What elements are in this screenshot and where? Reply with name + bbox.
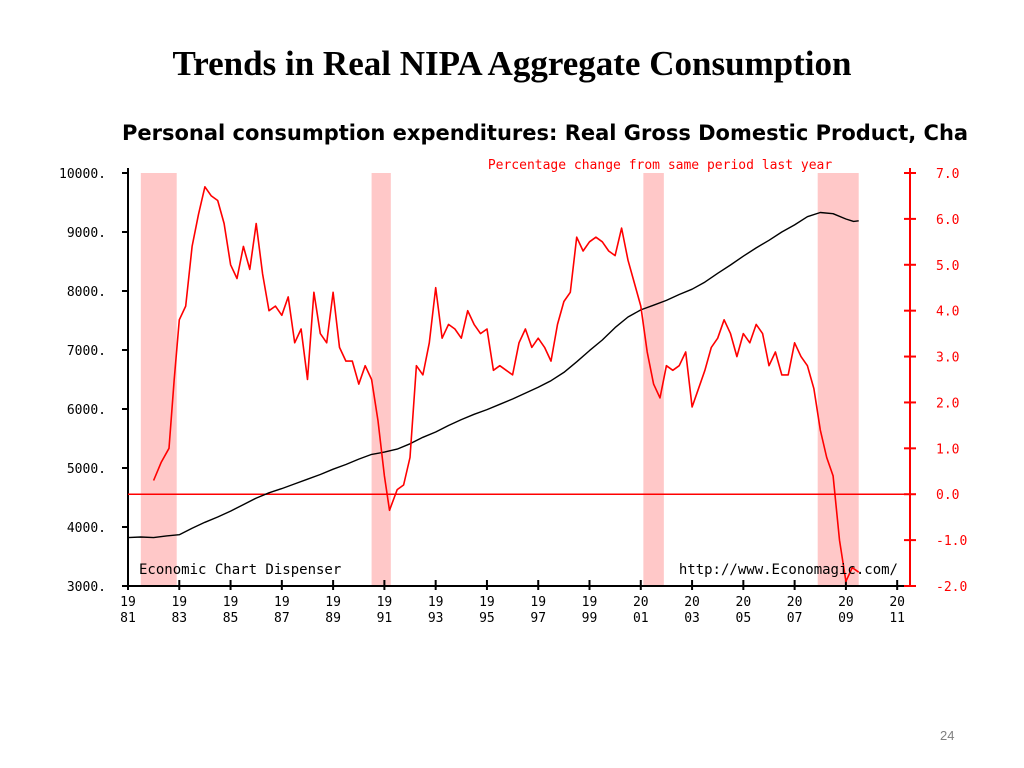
right-tick-label-3: 1.0 bbox=[936, 442, 959, 457]
x-tick-label-century-4: 19 bbox=[325, 595, 341, 610]
slide-title: Trends in Real NIPA Aggregate Consumptio… bbox=[172, 44, 852, 83]
chart-subtitle: Percentage change from same period last … bbox=[488, 158, 833, 173]
level-series-line bbox=[127, 211, 859, 539]
left-tick-label-5: 8000. bbox=[67, 285, 106, 300]
x-tick-label-year-15: 11 bbox=[889, 611, 905, 626]
right-tick-label-8: 6.0 bbox=[936, 213, 959, 228]
right-tick-label-9: 7.0 bbox=[936, 167, 959, 182]
right-tick-label-4: 2.0 bbox=[936, 396, 959, 411]
x-tick-label-year-3: 87 bbox=[274, 611, 290, 626]
x-tick-label-year-5: 91 bbox=[377, 611, 393, 626]
x-tick-label-century-5: 19 bbox=[377, 595, 393, 610]
x-tick-label-year-9: 99 bbox=[582, 611, 598, 626]
x-tick-label-year-0: 81 bbox=[120, 611, 136, 626]
left-tick-label-3: 6000. bbox=[67, 403, 106, 418]
right-tick-label-6: 4.0 bbox=[936, 305, 959, 320]
left-tick-label-4: 7000. bbox=[67, 344, 106, 359]
x-tick-label-century-15: 20 bbox=[889, 595, 905, 610]
left-tick-label-1: 4000. bbox=[67, 521, 106, 536]
chart-footer-source: Economic Chart Dispenser bbox=[139, 562, 341, 578]
x-tick-label-century-12: 20 bbox=[736, 595, 752, 610]
x-tick-label-century-10: 20 bbox=[633, 595, 649, 610]
recession-band-3 bbox=[817, 173, 859, 586]
x-tick-label-year-1: 83 bbox=[171, 611, 187, 626]
right-tick-label-7: 5.0 bbox=[936, 259, 959, 274]
x-tick-label-century-1: 19 bbox=[171, 595, 187, 610]
page-number: 24 bbox=[940, 728, 955, 743]
right-tick-label-5: 3.0 bbox=[936, 351, 959, 366]
x-tick-label-year-14: 09 bbox=[838, 611, 854, 626]
chart-title: Personal consumption expenditures: Real … bbox=[122, 121, 969, 145]
left-tick-label-6: 9000. bbox=[67, 226, 106, 241]
x-tick-label-century-7: 19 bbox=[479, 595, 495, 610]
x-tick-label-century-0: 19 bbox=[120, 595, 136, 610]
x-tick-label-century-14: 20 bbox=[838, 595, 854, 610]
right-tick-label-0: -2.0 bbox=[936, 580, 967, 595]
x-tick-label-year-12: 05 bbox=[736, 611, 752, 626]
right-tick-label-2: 0.0 bbox=[936, 488, 959, 503]
axes: 3000. 4000. 5000. 6000. 7000. 8000. 9000. 10000… bbox=[59, 167, 967, 626]
x-tick-label-century-8: 19 bbox=[530, 595, 546, 610]
right-tick-label-1: -1.0 bbox=[936, 534, 967, 549]
x-tick-label-year-8: 97 bbox=[530, 611, 546, 626]
x-tick-label-year-2: 85 bbox=[223, 611, 239, 626]
x-tick-label-year-4: 89 bbox=[325, 611, 341, 626]
left-tick-label-0: 3000. bbox=[67, 580, 106, 595]
x-tick-label-century-3: 19 bbox=[274, 595, 290, 610]
x-tick-label-century-11: 20 bbox=[684, 595, 700, 610]
x-tick-label-year-7: 95 bbox=[479, 611, 495, 626]
x-tick-label-century-13: 20 bbox=[787, 595, 803, 610]
x-tick-label-century-9: 19 bbox=[582, 595, 598, 610]
pct-change-series-line bbox=[152, 186, 860, 583]
recession-band-2 bbox=[643, 173, 664, 586]
recession-band-1 bbox=[371, 173, 391, 586]
chart-footer-url: http://www.Economagic.com/ bbox=[679, 562, 898, 578]
x-tick-label-year-11: 03 bbox=[684, 611, 700, 626]
x-tick-label-year-6: 93 bbox=[428, 611, 444, 626]
x-tick-label-century-2: 19 bbox=[223, 595, 239, 610]
x-tick-label-year-10: 01 bbox=[633, 611, 649, 626]
recession-band-0 bbox=[140, 173, 177, 586]
left-tick-label-2: 5000. bbox=[67, 462, 106, 477]
left-tick-label-7: 10000. bbox=[59, 167, 106, 182]
data-series bbox=[127, 186, 860, 583]
x-tick-label-century-6: 19 bbox=[428, 595, 444, 610]
recession-bands bbox=[140, 173, 859, 586]
x-tick-label-year-13: 07 bbox=[787, 611, 803, 626]
